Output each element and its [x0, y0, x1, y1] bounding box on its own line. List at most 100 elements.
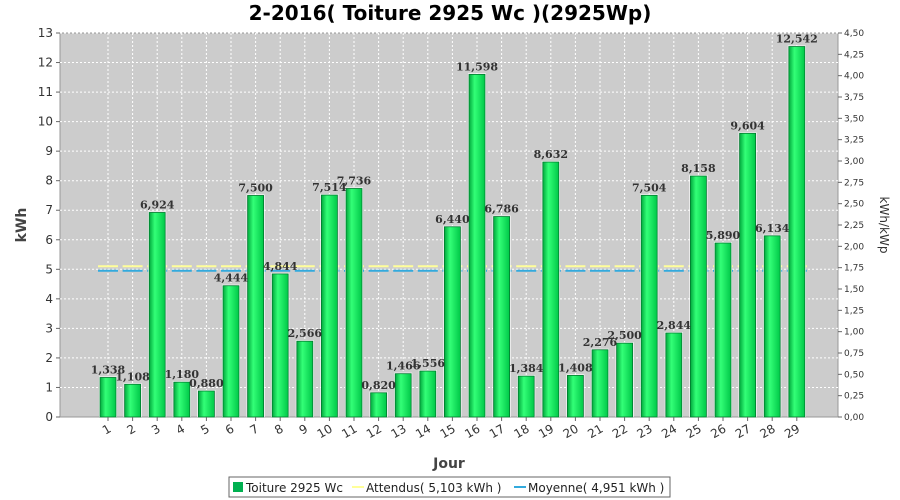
x-axis-label: Jour	[432, 456, 465, 472]
bar-value-label: 8,632	[534, 148, 568, 161]
x-tick-label: 1	[100, 421, 114, 437]
x-tick-label: 11	[339, 421, 359, 441]
bar	[714, 242, 732, 418]
bar-value-label: 6,440	[435, 213, 470, 226]
bar	[296, 340, 314, 418]
y-tick-label: 0	[45, 410, 53, 424]
x-tick-label: 13	[388, 421, 408, 441]
bar-value-label: 2,500	[607, 329, 642, 342]
bar	[763, 235, 781, 418]
legend-swatch-bars	[233, 482, 243, 492]
bar	[788, 46, 806, 418]
legend-label-average: Moyenne( 4,951 kWh )	[528, 481, 664, 495]
bar	[345, 188, 363, 418]
y2-tick-label: 2,50	[844, 200, 864, 210]
y-tick-label: 8	[45, 174, 53, 188]
x-tick-label: 28	[757, 421, 777, 441]
y2-tick-label: 2,00	[844, 242, 864, 252]
bar-value-label: 7,736	[337, 174, 372, 187]
legend-label-expected: Attendus( 5,103 kWh )	[366, 481, 501, 495]
bar-value-label: 1,338	[91, 363, 126, 376]
bar-value-label: 1,556	[411, 357, 446, 370]
x-tick-label: 29	[782, 421, 802, 441]
y-tick-label: 1	[45, 380, 53, 394]
y2-tick-label: 1,75	[844, 264, 864, 274]
bar	[419, 370, 437, 418]
y2-tick-label: 1,50	[844, 285, 864, 295]
x-tick-label: 23	[634, 421, 654, 441]
x-tick-label: 19	[536, 421, 556, 441]
bar	[247, 195, 265, 418]
x-tick-label: 6	[223, 421, 237, 437]
y2-tick-label: 4,50	[844, 29, 864, 39]
y2-tick-label: 3,00	[844, 157, 864, 167]
bar-value-label: 6,786	[484, 203, 519, 216]
bar-value-label: 9,604	[730, 119, 765, 132]
legend-label-bars: Toiture 2925 Wc	[245, 481, 343, 495]
bar	[739, 132, 756, 418]
y-tick-label: 11	[38, 85, 53, 99]
bars	[99, 45, 806, 418]
x-tick-label: 25	[684, 421, 704, 441]
bar	[394, 373, 412, 418]
y2-tick-label: 2,75	[844, 178, 864, 188]
y2-tick-label: 3,25	[844, 136, 864, 146]
y2-tick-label: 4,00	[844, 72, 864, 82]
bar	[271, 273, 289, 418]
x-tick-label: 3	[149, 421, 163, 437]
x-tick-label: 10	[315, 421, 335, 441]
x-tick-label: 8	[272, 421, 286, 437]
bar-value-label: 8,158	[681, 162, 716, 175]
bar	[124, 383, 141, 418]
bar-value-label: 1,108	[115, 370, 150, 383]
bar-value-label: 2,276	[583, 336, 618, 349]
x-tick-label: 4	[174, 421, 188, 437]
bar	[148, 212, 166, 418]
bar-value-label: 1,384	[509, 362, 544, 375]
bar-value-label: 4,844	[263, 260, 298, 273]
y2-tick-label: 3,75	[844, 93, 864, 103]
x-tick-label: 26	[708, 421, 728, 441]
x-tick-label: 12	[364, 421, 384, 441]
x-tick-label: 5	[198, 421, 212, 437]
legend: Toiture 2925 Wc Attendus( 5,103 kWh ) Mo…	[228, 476, 671, 498]
bar-value-label: 7,504	[632, 181, 667, 194]
y-tick-label: 7	[45, 203, 53, 217]
grid-lines	[60, 32, 838, 417]
y-axis-label: kWh	[14, 208, 30, 243]
y2-tick-label: 0,00	[844, 413, 864, 423]
bar-value-label: 1,180	[165, 368, 200, 381]
bar-value-label: 1,466	[386, 360, 421, 373]
y-tick-label: 5	[45, 262, 53, 276]
bar-value-label: 6,924	[140, 198, 175, 211]
bar	[517, 375, 535, 418]
x-tick-label: 20	[561, 421, 581, 441]
bar-value-label: 1,408	[558, 361, 593, 374]
bar-value-label: 7,514	[312, 181, 347, 194]
x-tick-label: 24	[659, 421, 679, 441]
y2-tick-label: 4,25	[844, 50, 864, 60]
x-tick-label: 18	[511, 421, 531, 441]
bar	[567, 375, 584, 418]
y-tick-label: 6	[45, 233, 53, 247]
bar-value-label: 6,134	[755, 222, 790, 235]
bar-value-label: 2,566	[288, 327, 323, 340]
bar	[99, 377, 117, 418]
y2-tick-label: 1,00	[844, 328, 864, 338]
x-tick-label: 27	[733, 421, 753, 441]
y-tick-label: 12	[38, 56, 53, 70]
chart-title: 2-2016( Toiture 2925 Wc )(2925Wp)	[249, 1, 652, 25]
y2-tick-label: 0,25	[844, 392, 864, 402]
x-tick-label: 7	[247, 421, 261, 437]
y2-tick-label: 3,50	[844, 114, 864, 124]
bar	[222, 285, 240, 418]
bar	[542, 161, 560, 418]
y2-tick-label: 1,25	[844, 306, 864, 316]
x-tick-label: 14	[413, 421, 433, 441]
x-tick-label: 22	[610, 421, 630, 441]
y-tick-label: 2	[45, 351, 53, 365]
y-tick-label: 3	[45, 321, 53, 335]
bar	[320, 194, 338, 418]
